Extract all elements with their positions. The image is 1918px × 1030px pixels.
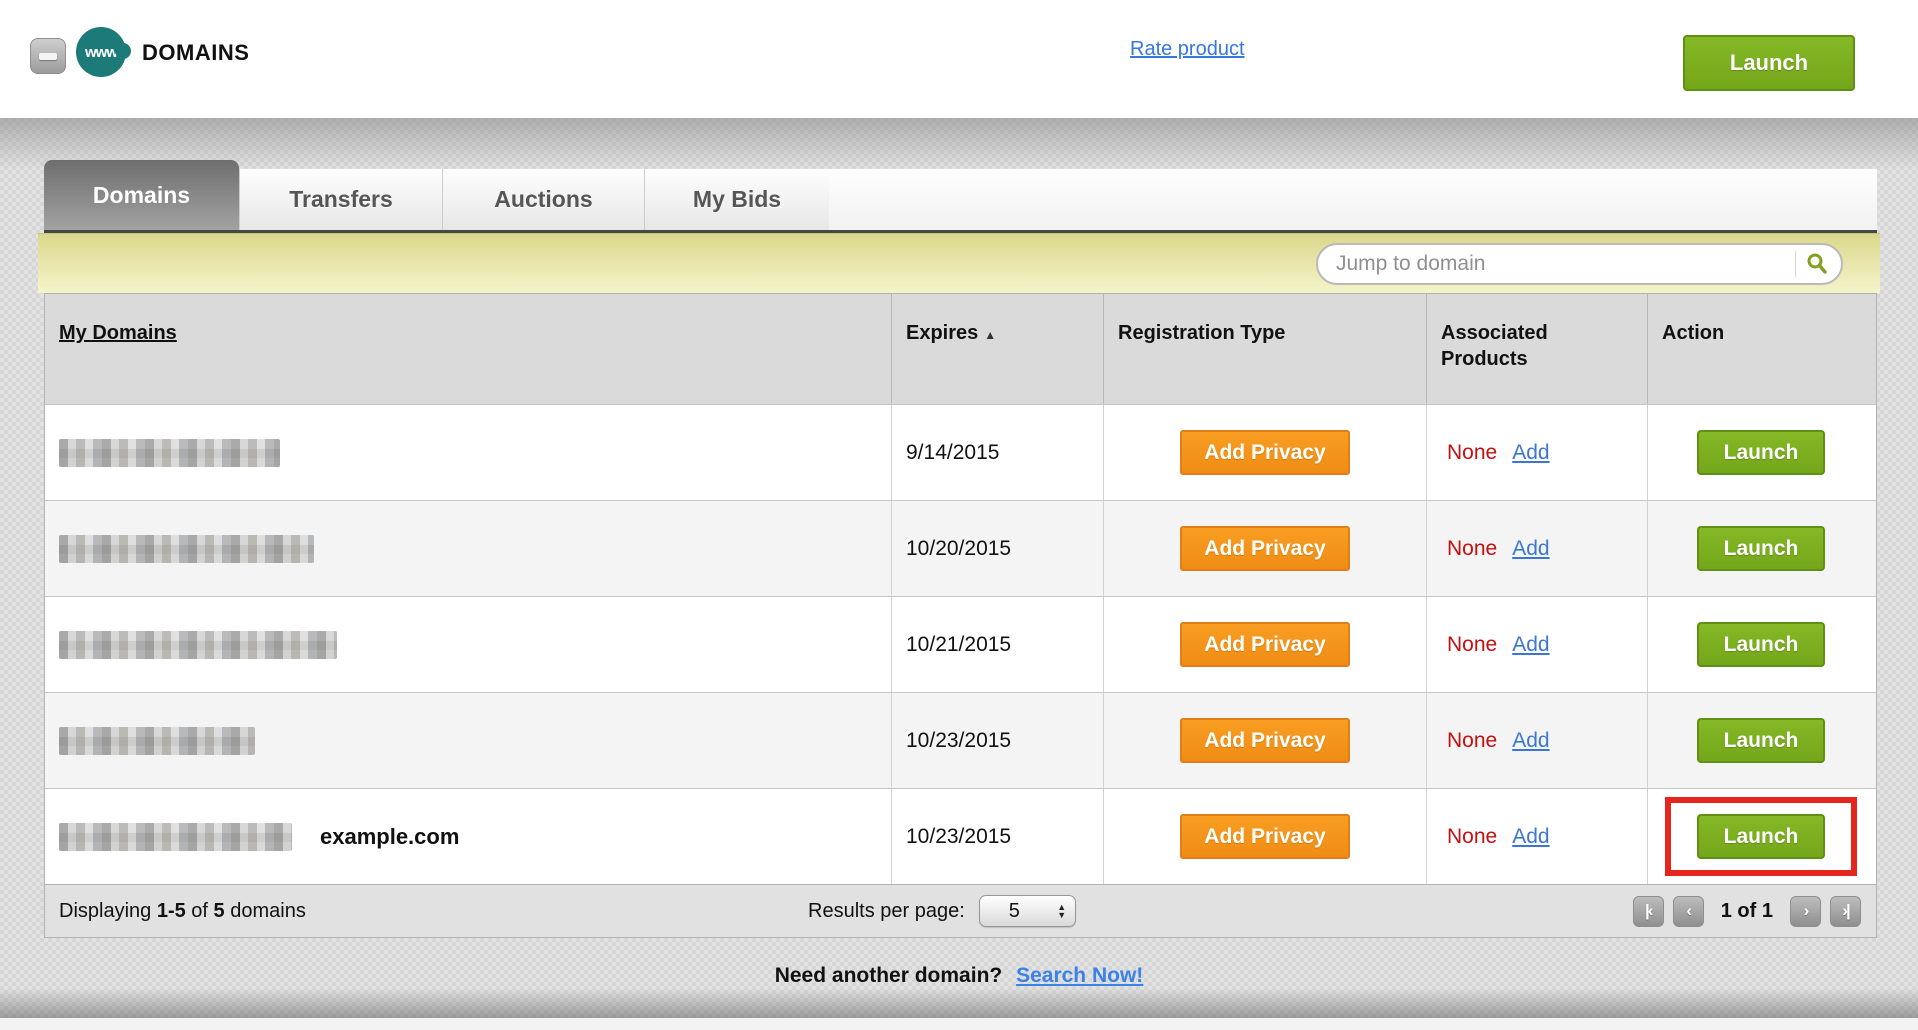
results-per-page-label: Results per page: [808, 899, 965, 922]
launch-button[interactable]: Launch [1697, 526, 1825, 571]
launch-app-button[interactable]: Launch [1683, 35, 1855, 91]
masked-domain-name [59, 726, 255, 755]
expires-date: 9/14/2015 [891, 405, 1103, 500]
expires-date: 10/23/2015 [891, 789, 1103, 884]
displaying-total: 5 [213, 899, 225, 922]
example-domain-label: example.com [320, 823, 460, 849]
table-row: 10/21/2015 Add Privacy None Add Launch [45, 596, 1876, 692]
launch-button-highlighted[interactable]: Launch [1697, 814, 1825, 859]
masked-domain-name [59, 534, 314, 563]
results-per-page: Results per page: 5 ▲ ▼ [808, 885, 1076, 937]
add-privacy-button[interactable]: Add Privacy [1180, 718, 1350, 763]
next-page-button[interactable]: › [1790, 895, 1821, 927]
add-product-link[interactable]: Add [1512, 440, 1550, 464]
collapse-button[interactable] [30, 38, 66, 74]
main-panel: Domains Transfers Auctions My Bids My Do… [0, 118, 1918, 1018]
tab-my-bids[interactable]: My Bids [644, 169, 829, 230]
tab-domains[interactable]: Domains [44, 160, 239, 230]
masked-domain-name [59, 822, 292, 851]
need-another-domain: Need another domain? Search Now! [4, 964, 1914, 988]
previous-page-button[interactable]: ‹ [1672, 895, 1704, 927]
tab-auctions[interactable]: Auctions [442, 169, 644, 230]
www-domains-icon: www [76, 27, 131, 77]
page-bottom-edge [0, 1018, 1918, 1030]
pagination: |‹ ‹ 1 of 1 › ›| [1632, 885, 1861, 937]
add-privacy-button[interactable]: Add Privacy [1180, 814, 1350, 859]
page-status: 1 of 1 [1720, 899, 1773, 922]
tab-bar: Domains Transfers Auctions My Bids [44, 118, 1877, 233]
page-title: DOMAINS [142, 40, 250, 65]
red-highlight-box: Launch [1665, 797, 1857, 876]
search-icon[interactable] [1805, 252, 1829, 276]
expires-date: 10/20/2015 [891, 501, 1103, 596]
last-page-button[interactable]: ›| [1830, 895, 1861, 927]
minus-icon [39, 53, 57, 60]
jump-to-domain-search [1316, 243, 1843, 285]
search-input[interactable] [1336, 252, 1795, 276]
column-my-domains[interactable]: My Domains [59, 322, 177, 344]
associated-products-value: None [1447, 632, 1498, 656]
need-domain-text: Need another domain? [774, 964, 1003, 987]
tab-bar-filler [829, 169, 1877, 230]
expires-date: 10/21/2015 [891, 597, 1103, 692]
add-product-link[interactable]: Add [1512, 824, 1550, 848]
tab-transfers[interactable]: Transfers [239, 169, 442, 230]
column-expires[interactable]: Expires [906, 322, 979, 344]
displaying-range: 1-5 [156, 899, 186, 922]
add-product-link[interactable]: Add [1512, 536, 1550, 560]
column-registration-type: Registration Type [1103, 294, 1426, 404]
app-header: www DOMAINS Rate product Launch [0, 0, 1918, 118]
select-stepper-icon: ▲ ▼ [1057, 902, 1067, 920]
add-product-link[interactable]: Add [1512, 632, 1550, 656]
results-per-page-select[interactable]: 5 ▲ ▼ [978, 895, 1076, 927]
search-now-link[interactable]: Search Now! [1016, 964, 1144, 987]
table-header-row: My Domains Expires ▲ Registration Type As… [45, 294, 1876, 404]
launch-button[interactable]: Launch [1697, 622, 1825, 667]
table-row: 10/20/2015 Add Privacy None Add Launch [45, 500, 1876, 596]
add-product-link[interactable]: Add [1512, 728, 1550, 752]
sort-asc-icon: ▲ [984, 328, 997, 342]
associated-products-value: None [1447, 536, 1498, 560]
add-privacy-button[interactable]: Add Privacy [1180, 622, 1350, 667]
launch-button[interactable]: Launch [1697, 718, 1825, 763]
associated-products-value: None [1447, 728, 1498, 752]
results-per-page-value: 5 [1008, 899, 1020, 922]
launch-button[interactable]: Launch [1697, 430, 1825, 475]
table-row-example: example.com 10/23/2015 Add Privacy None A… [45, 788, 1876, 884]
add-privacy-button[interactable]: Add Privacy [1180, 430, 1350, 475]
add-privacy-button[interactable]: Add Privacy [1180, 526, 1350, 571]
table-row: 10/23/2015 Add Privacy None Add Launch [45, 692, 1876, 788]
expires-date: 10/23/2015 [891, 693, 1103, 788]
masked-domain-name [59, 630, 337, 659]
rate-product-link[interactable]: Rate product [1130, 38, 1245, 60]
associated-products-value: None [1447, 824, 1498, 848]
table-footer: Displaying 1-5 of 5 domains Results per … [45, 884, 1876, 937]
column-associated-products: Associated Products [1426, 294, 1647, 404]
column-action: Action [1647, 294, 1874, 404]
domains-table: My Domains Expires ▲ Registration Type As… [44, 293, 1877, 938]
first-page-button[interactable]: |‹ [1632, 895, 1664, 927]
domain-toolbar [38, 233, 1880, 293]
table-row: 9/14/2015 Add Privacy None Add Launch [45, 404, 1876, 500]
associated-products-value: None [1447, 440, 1498, 464]
masked-domain-name [59, 438, 280, 467]
displaying-status: Displaying 1-5 of 5 domains [59, 899, 306, 922]
search-divider [1795, 251, 1796, 277]
